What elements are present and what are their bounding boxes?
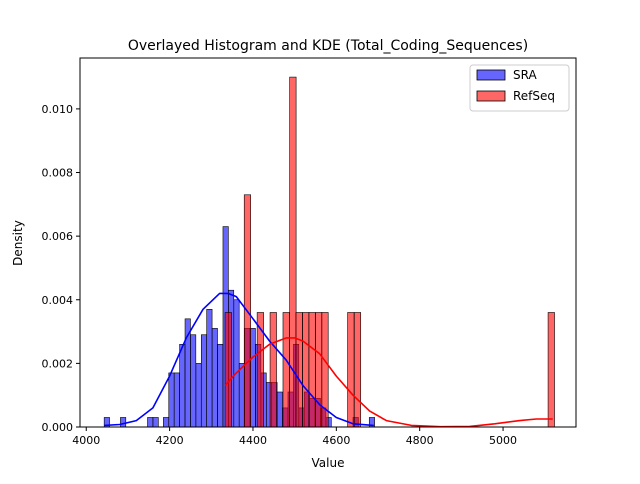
legend-swatch-refseq bbox=[476, 90, 506, 102]
sra-bar-25 bbox=[276, 391, 283, 428]
refseq-bar-3 bbox=[269, 312, 277, 428]
sra-bar-13 bbox=[211, 328, 218, 428]
refseq-bar-0 bbox=[224, 312, 232, 428]
y-axis: 0.000 0.002 0.004 0.006 0.008 0.010 bbox=[42, 103, 80, 434]
refseq-bar-9 bbox=[315, 312, 323, 428]
refseq-bar-4 bbox=[282, 312, 290, 428]
x-tick-label: 4000 bbox=[72, 434, 100, 447]
refseq-bar-8 bbox=[308, 312, 316, 428]
chart-title: Overlayed Histogram and KDE (Total_Codin… bbox=[128, 38, 528, 54]
sra-bar-12 bbox=[206, 309, 213, 428]
y-tick-label: 0.010 bbox=[42, 103, 74, 116]
sra-bar-3 bbox=[152, 417, 159, 428]
refseq-bar-13 bbox=[547, 312, 555, 428]
y-tick-label: 0.008 bbox=[42, 167, 74, 180]
x-tick-label: 4800 bbox=[406, 434, 434, 447]
refseq-bar-12 bbox=[353, 312, 362, 428]
sra-bar-7 bbox=[179, 343, 186, 428]
sra-bar-11 bbox=[200, 334, 207, 428]
refseq-bar-7 bbox=[302, 312, 310, 428]
sra-bar-18 bbox=[238, 363, 245, 428]
refseq-bar-11 bbox=[347, 312, 355, 428]
y-tick-label: 0.006 bbox=[42, 230, 74, 243]
legend-label-sra: SRA bbox=[513, 68, 537, 82]
legend-label-refseq: RefSeq bbox=[513, 89, 555, 103]
refseq-kde-line bbox=[224, 337, 553, 428]
y-axis-label: Density bbox=[11, 220, 25, 266]
x-tick-label: 4200 bbox=[156, 434, 184, 447]
sra-bar-2 bbox=[147, 417, 154, 428]
refseq-bar-6 bbox=[295, 312, 303, 428]
sra-bar-4 bbox=[163, 417, 170, 428]
sra-bar-5 bbox=[168, 372, 175, 428]
sra-bar-9 bbox=[190, 334, 197, 428]
kde-curves bbox=[104, 292, 553, 428]
x-tick-label: 4600 bbox=[322, 434, 350, 447]
y-tick-label: 0.002 bbox=[42, 357, 74, 370]
legend: SRA RefSeq bbox=[469, 64, 570, 112]
legend-swatch-sra bbox=[476, 69, 506, 81]
plot-frame bbox=[79, 57, 577, 428]
sra-bar-1 bbox=[120, 417, 127, 428]
x-tick-label: 4400 bbox=[239, 434, 267, 447]
sra-bar-14 bbox=[217, 343, 224, 428]
sra-bar-6 bbox=[173, 372, 180, 428]
sra-bar-17 bbox=[233, 299, 240, 428]
x-axis: 4000 4200 4400 4600 4800 5000 bbox=[72, 427, 517, 447]
sra-kde-line bbox=[104, 292, 374, 427]
histogram-bars bbox=[103, 76, 555, 428]
x-tick-label: 5000 bbox=[489, 434, 517, 447]
x-axis-label: Value bbox=[312, 456, 345, 470]
y-tick-label: 0.000 bbox=[42, 421, 74, 434]
sra-bar-10 bbox=[195, 363, 202, 428]
y-tick-label: 0.004 bbox=[42, 294, 74, 307]
